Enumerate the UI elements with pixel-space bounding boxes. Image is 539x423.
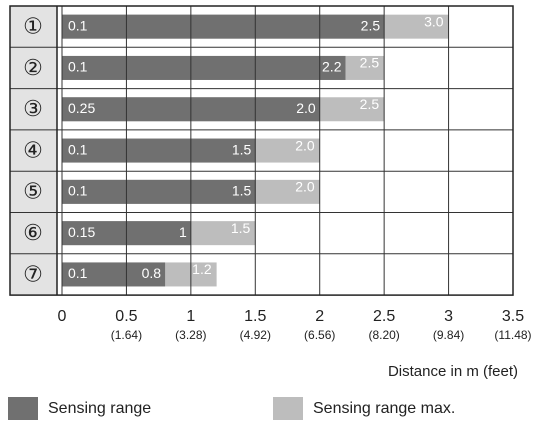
max-label: 2.0 (295, 137, 315, 153)
start-label: 0.1 (68, 141, 88, 157)
max-label: 2.5 (360, 55, 380, 71)
start-label: 0.1 (68, 17, 88, 33)
x-tick-label: 2.5 (373, 308, 395, 325)
x-axis-label: Distance in m (feet) (388, 363, 518, 380)
x-tick-label: 2 (315, 308, 324, 325)
range-bar (62, 55, 346, 80)
max-label: 1.5 (231, 220, 251, 236)
legend-label: Sensing range max. (313, 400, 455, 417)
category-label: ⑤ (23, 179, 43, 204)
start-label: 0.1 (68, 59, 88, 75)
category-label: ⑥ (23, 220, 43, 245)
start-label: 0.1 (68, 265, 88, 281)
category-label: ③ (23, 96, 43, 121)
range-label: 1.5 (232, 183, 252, 199)
max-label: 2.5 (360, 96, 380, 112)
legend-swatch (273, 397, 303, 420)
range-label: 0.8 (142, 265, 162, 281)
x-tick-sublabel: (3.28) (175, 328, 206, 342)
range-label: 2.2 (322, 59, 342, 75)
range-bar (62, 138, 256, 163)
x-tick-label: 0.5 (115, 308, 137, 325)
x-tick-label: 0 (58, 308, 67, 325)
range-label: 1 (179, 224, 187, 240)
x-tick-sublabel: (6.56) (304, 328, 335, 342)
legend-swatch (8, 397, 38, 420)
x-tick-sublabel: (8.20) (368, 328, 399, 342)
category-label: ④ (23, 137, 43, 162)
x-tick-label: 1.5 (244, 308, 266, 325)
category-column (10, 6, 57, 295)
range-label: 2.0 (296, 100, 316, 116)
x-tick-label: 3.5 (502, 308, 524, 325)
legend-label: Sensing range (48, 400, 151, 417)
x-tick-label: 1 (186, 308, 195, 325)
start-label: 0.25 (68, 100, 95, 116)
range-bar (62, 14, 385, 39)
x-tick-label: 3 (444, 308, 453, 325)
max-label: 1.2 (192, 261, 212, 277)
range-bar (62, 262, 166, 287)
x-tick-sublabel: (11.48) (494, 328, 531, 342)
x-tick-sublabel: (1.64) (111, 328, 142, 342)
max-label: 2.0 (295, 179, 315, 195)
start-label: 0.1 (68, 183, 88, 199)
start-label: 0.15 (68, 224, 95, 240)
range-label: 1.5 (232, 141, 252, 157)
range-label: 2.5 (361, 17, 381, 33)
max-label: 3.0 (424, 13, 444, 29)
frame (9, 5, 514, 296)
category-label: ② (23, 55, 43, 80)
range-bar (62, 179, 256, 204)
category-label: ⑦ (23, 261, 43, 286)
category-label: ① (23, 13, 43, 38)
x-tick-sublabel: (4.92) (240, 328, 271, 342)
x-tick-sublabel: (9.84) (433, 328, 464, 342)
